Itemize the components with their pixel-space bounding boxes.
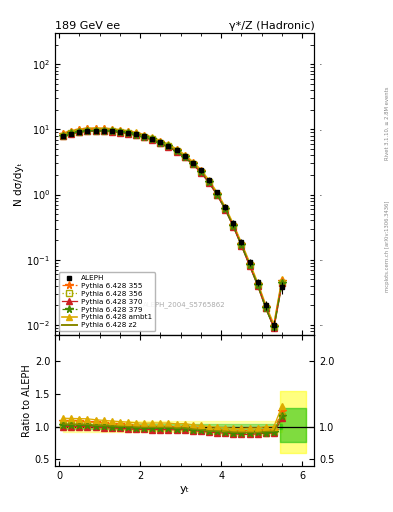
X-axis label: yₜ: yₜ xyxy=(180,483,190,494)
Text: 189 GeV ee: 189 GeV ee xyxy=(55,21,120,31)
Text: ALEPH_2004_S5765862: ALEPH_2004_S5765862 xyxy=(143,301,226,308)
Y-axis label: Ratio to ALEPH: Ratio to ALEPH xyxy=(22,364,32,437)
Legend: ALEPH, Pythia 6.428 355, Pythia 6.428 356, Pythia 6.428 370, Pythia 6.428 379, P: ALEPH, Pythia 6.428 355, Pythia 6.428 35… xyxy=(59,272,155,331)
Text: Rivet 3.1.10, ≥ 2.8M events: Rivet 3.1.10, ≥ 2.8M events xyxy=(385,86,390,160)
Y-axis label: N dσ/dyₜ: N dσ/dyₜ xyxy=(13,162,24,206)
Text: γ*/Z (Hadronic): γ*/Z (Hadronic) xyxy=(229,21,314,31)
Text: mcplots.cern.ch [arXiv:1306.3436]: mcplots.cern.ch [arXiv:1306.3436] xyxy=(385,200,390,291)
